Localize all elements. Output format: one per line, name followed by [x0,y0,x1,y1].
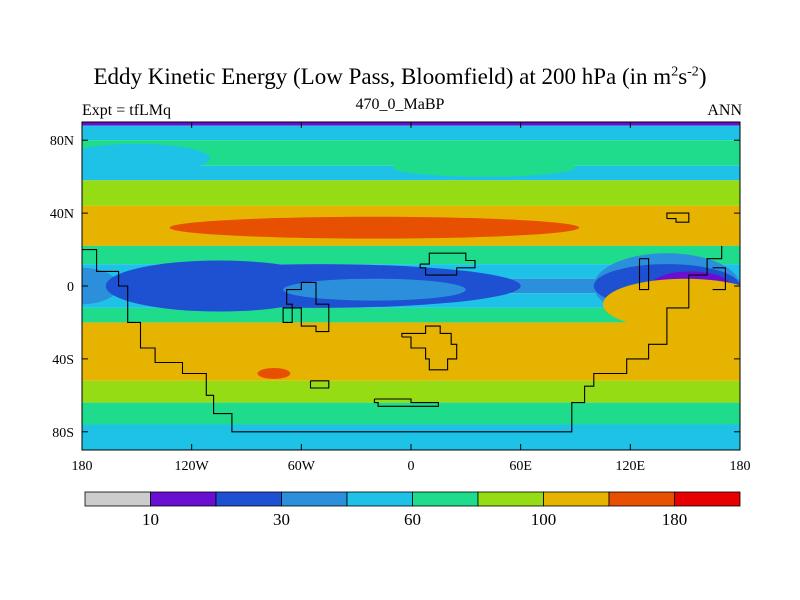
contour-band-12 [82,380,740,403]
x-tick-label-4: 60E [509,459,532,474]
land-outline-6 [666,212,690,223]
land-outline-3 [401,325,458,371]
x-tick-label-0: 180 [72,459,93,474]
land-mask-outlines [82,212,726,433]
land-outline-8 [712,267,726,291]
contour-band-10 [82,307,740,323]
chart-title: Eddy Kinetic Energy (Low Pass, Bloomfiel… [0,64,800,90]
land-outline-1 [282,281,330,333]
contour-feature-9 [602,278,740,330]
colorbar-label-3: 100 [531,510,557,529]
y-tick-label-3: 40S [52,353,74,368]
y-tick-label-4: 80S [52,426,74,441]
colorbar-swatch-6 [477,491,544,507]
title-superscript-2: -2 [687,64,699,80]
colorbar-label-0: 10 [142,510,159,529]
contour-feature-7 [169,216,580,239]
colorbar-label-1: 30 [273,510,290,529]
colorbar-swatch-4 [346,491,413,507]
colorbar-swatch-8 [608,491,675,507]
land-outline-7 [638,258,650,291]
colorbar-swatch-1 [150,491,217,507]
colorbar-label-4: 180 [662,510,688,529]
title-text-end: ) [698,64,707,89]
contour-feature-2 [105,260,333,312]
experiment-label: Expt = tfLMq [82,102,172,119]
x-tick-label-5: 120E [616,459,646,474]
y-tick-label-0: 80N [50,134,74,149]
colorbar-swatch-9 [674,491,741,507]
x-tick-label-2: 60W [288,459,316,474]
x-tick-label-6: 180 [730,459,751,474]
contour-feature-0 [82,267,119,305]
y-tick-label-1: 40N [50,207,74,222]
contour-band-1 [82,125,740,141]
land-outline-0 [82,245,723,433]
contour-band-6 [82,245,740,265]
contour-band-13 [82,402,740,425]
contour-field [82,122,740,450]
contour-feature-3 [283,278,466,301]
contour-feature-8 [257,368,291,379]
contour-feature-11 [392,158,576,177]
colorbar-swatch-3 [281,491,348,507]
colorbar-label-2: 60 [404,510,421,529]
contour-feature-10 [82,143,210,174]
land-outline-4 [373,398,439,407]
land-outline-5 [309,380,330,389]
contour-band-4 [82,180,740,206]
colorbar-swatch-5 [412,491,479,507]
contour-band-11 [82,322,740,381]
title-text-mid: s [678,64,688,89]
case-label: 470_0_MaBP [355,96,445,113]
title-superscript-1: 2 [671,64,679,80]
land-outline-2 [419,252,476,276]
colorbar: 10 30 60 100 180 [84,491,741,529]
colorbar-swatch-7 [543,491,610,507]
colorbar-swatch-2 [215,491,282,507]
season-label: ANN [707,102,742,119]
axes: 180 120W 60W 0 60E 120E 180 80N 40N 0 40S 80S [50,122,751,474]
x-tick-label-3: 0 [408,459,415,474]
colorbar-swatch-0 [84,491,151,507]
title-text: Eddy Kinetic Energy (Low Pass, Bloomfiel… [93,64,672,89]
x-tick-label-1: 120W [175,459,210,474]
y-tick-label-2: 0 [67,280,74,295]
